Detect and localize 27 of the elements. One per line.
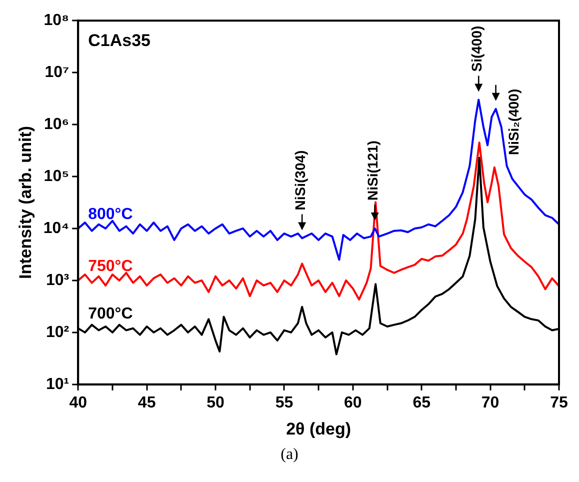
y-tick-label: 10⁸ [44, 12, 70, 30]
y-tick-label: 10³ [46, 272, 70, 289]
x-tick-label: 40 [69, 394, 88, 412]
y-axis-title: Intensity (arb. unit) [16, 126, 35, 279]
series-label: 700°C [88, 306, 134, 323]
x-tick-label: 55 [275, 394, 294, 412]
text: (a) [280, 446, 300, 464]
series-label: 750°C [88, 258, 134, 275]
x-tick-label: 75 [550, 394, 568, 412]
annotation: NiSi(304) [292, 150, 308, 210]
y-tick-label: 10⁴ [43, 220, 70, 237]
y-tick-label: 10¹ [46, 376, 70, 393]
text: C1As35 [88, 30, 150, 50]
y-tick-label: 10⁶ [44, 116, 70, 133]
x-tick-label: 45 [138, 394, 156, 412]
x-tick-label: 70 [481, 394, 500, 412]
x-tick-label: 50 [206, 394, 225, 412]
y-tick-label: 10⁷ [44, 64, 70, 81]
x-tick-label: 65 [412, 394, 431, 412]
y-tick-label: 10² [46, 324, 70, 341]
x-axis-title: 2θ (deg) [286, 419, 352, 438]
annotation: Si(400) [468, 26, 484, 72]
x-tick-label: 60 [344, 394, 362, 412]
series-label: 800°C [88, 206, 134, 223]
y-tick-label: 10⁵ [44, 168, 70, 185]
annotation: NiSi(121) [364, 140, 381, 200]
annotation: NiSi₂(400) [506, 88, 522, 156]
